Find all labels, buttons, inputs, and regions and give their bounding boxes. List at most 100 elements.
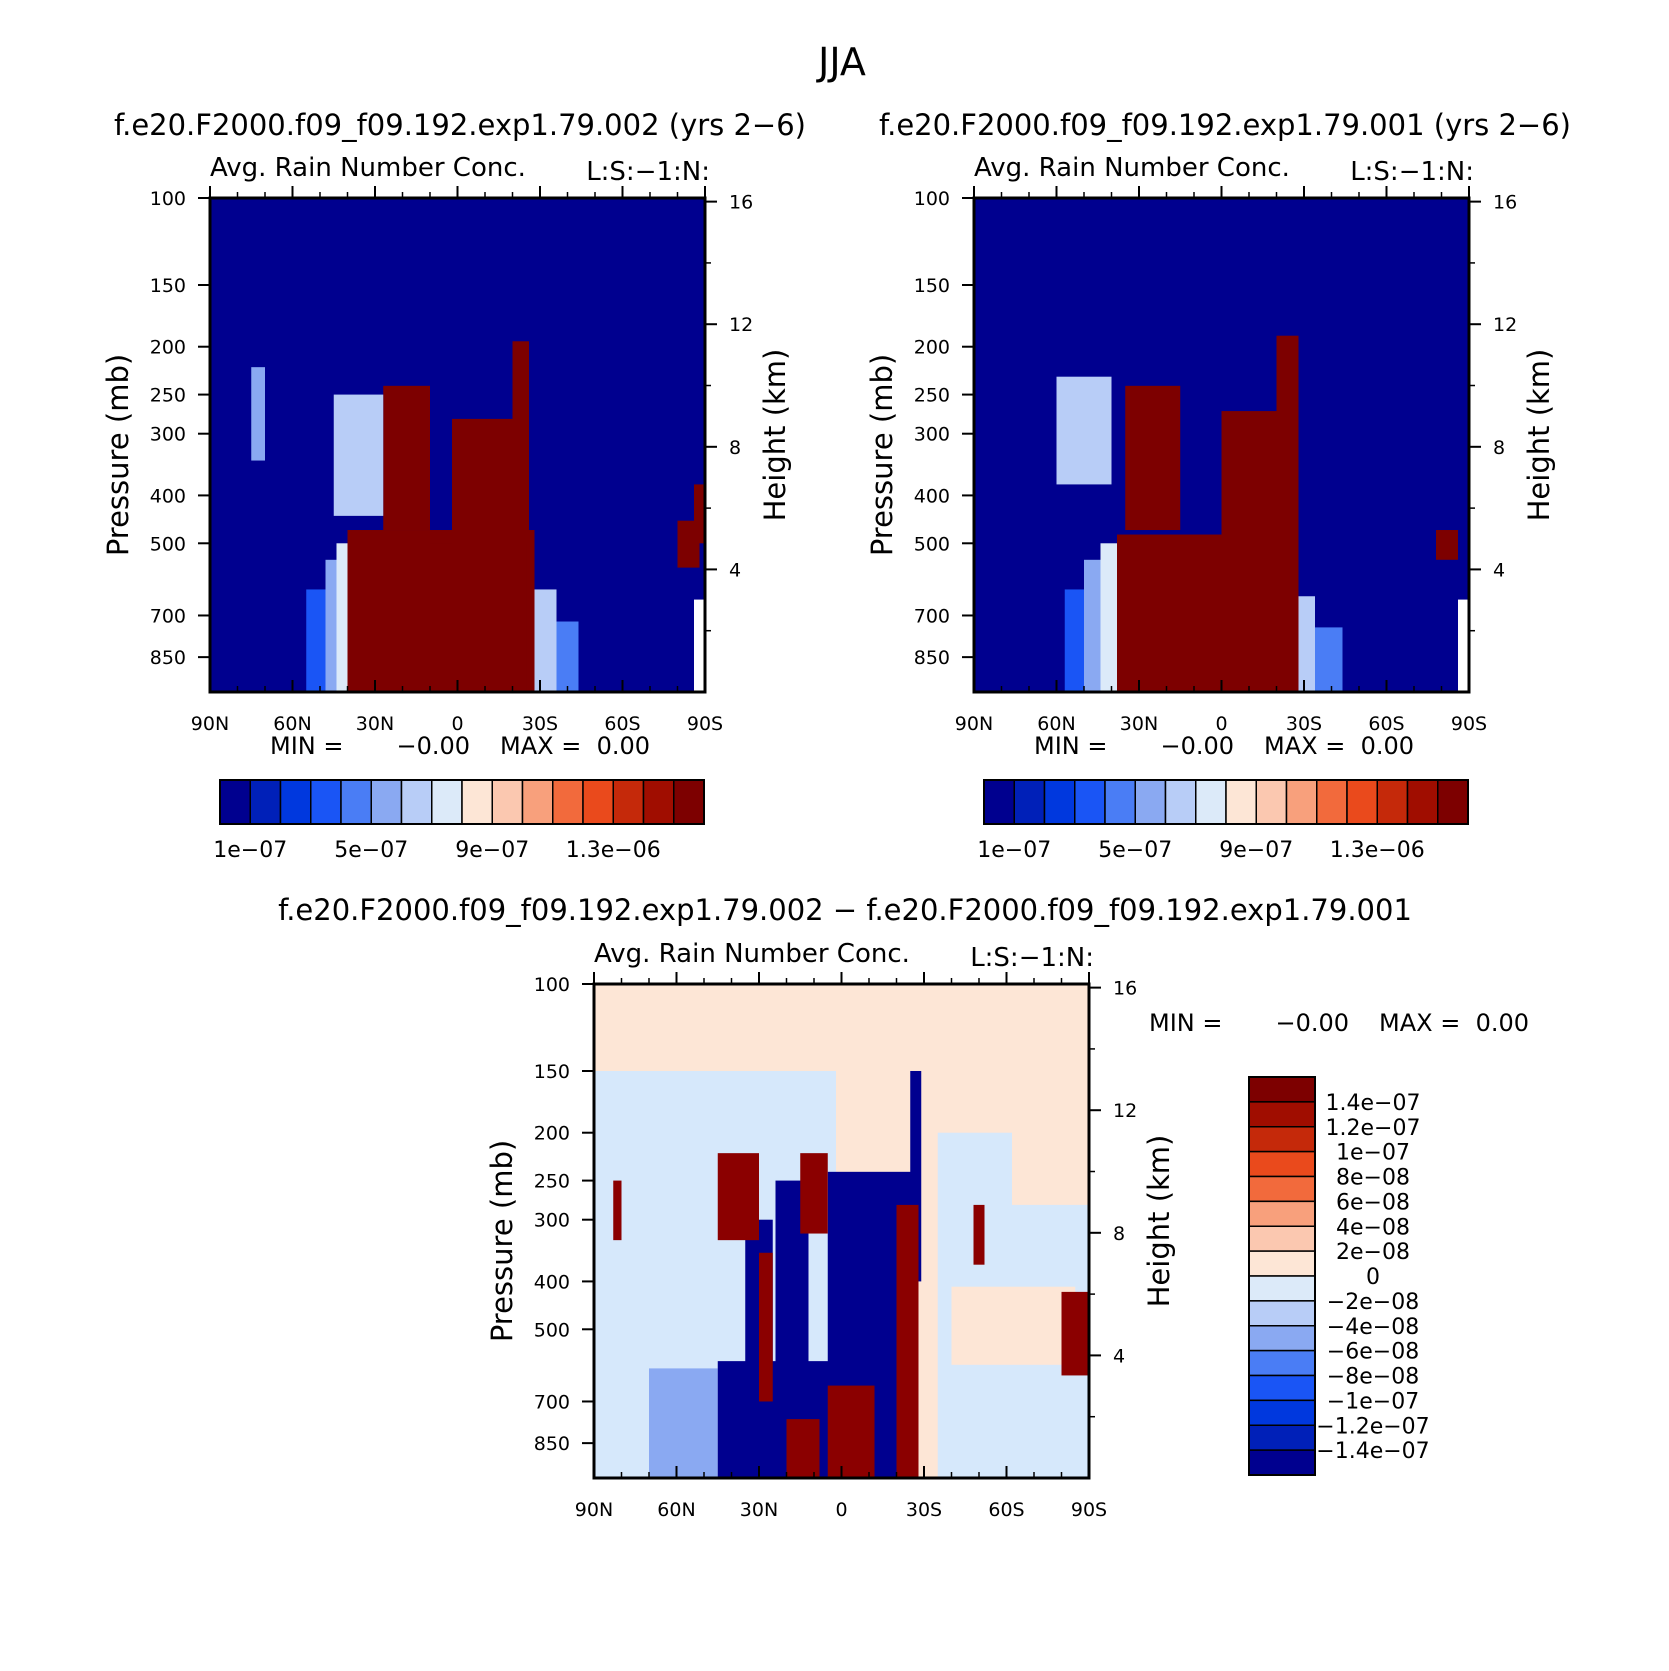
colorbar-box	[673, 779, 705, 825]
field-region	[910, 1070, 922, 1282]
colorbar-box	[582, 779, 614, 825]
x-tick-label: 0	[1215, 713, 1227, 735]
colorbar-label: −1e−07	[1327, 1389, 1419, 1414]
colorbar-box	[1225, 779, 1257, 825]
y2-tick-label: 4	[1113, 1345, 1125, 1367]
min-value: −0.00	[1160, 732, 1234, 760]
field-plume	[1298, 596, 1315, 692]
x-tick-label: 60S	[604, 713, 640, 735]
colorbar-box	[1248, 1325, 1316, 1352]
field-missing	[1458, 599, 1469, 692]
field-plume	[383, 385, 430, 531]
min-label: MIN =	[1149, 1009, 1222, 1037]
panel-1-field	[210, 198, 705, 692]
y2-axis-label: Height (km)	[758, 349, 792, 522]
y2-tick-label: 8	[1493, 437, 1505, 459]
y-tick-label: 200	[150, 337, 186, 359]
y-tick-label: 150	[914, 275, 950, 297]
x-tick-label: 30S	[906, 1499, 942, 1521]
diff-title: f.e20.F2000.f09_f09.192.exp1.79.002 − f.…	[278, 893, 1412, 927]
colorbar-label: 0	[1366, 1265, 1380, 1290]
colorbar-label: 2e−08	[1336, 1240, 1410, 1265]
max-label: MAX =	[500, 732, 581, 760]
colorbar-box	[1285, 779, 1318, 825]
colorbar-label: −2e−08	[1327, 1290, 1419, 1315]
colorbar-box	[1248, 1374, 1316, 1402]
colorbar-box	[1248, 1200, 1316, 1227]
colorbar-box	[249, 779, 282, 825]
colorbar-label: −1.4e−07	[1316, 1439, 1429, 1464]
colorbar-box	[1248, 1076, 1316, 1103]
field-region	[649, 1368, 718, 1478]
colorbar-box	[1248, 1225, 1316, 1252]
x-tick-label: 60N	[657, 1499, 695, 1521]
colorbar-label: −8e−08	[1327, 1365, 1419, 1390]
max-value: 0.00	[1476, 1009, 1529, 1037]
x-tick-label: 60N	[1037, 713, 1075, 735]
y2-tick-label: 12	[1493, 314, 1517, 336]
y-tick-label: 700	[150, 605, 186, 627]
y-tick-label: 400	[534, 1271, 570, 1293]
colorbar-box	[1164, 779, 1197, 825]
y-tick-label: 700	[534, 1391, 570, 1413]
colorbar-box	[1316, 779, 1348, 825]
field-plume	[512, 341, 529, 544]
colorbar-box	[491, 779, 524, 825]
colorbar-box	[1255, 779, 1288, 825]
panel-3-axes: 90N 60N 30N 0 30S 60S 90S 100 150 200 250 300 400 500…	[485, 939, 1529, 1521]
colorbar-box	[310, 779, 342, 825]
y2-tick-label: 16	[1113, 978, 1137, 1000]
field-plume	[694, 484, 705, 544]
colorbar-box	[1248, 1101, 1316, 1128]
y2-axis-label: Height (km)	[1522, 349, 1556, 522]
field-region	[786, 1419, 820, 1478]
colorbar-box	[1248, 1175, 1316, 1203]
field-plume	[1221, 411, 1299, 692]
colorbar-1: 1e−07 5e−07 9e−07 1.3e−06	[213, 779, 705, 863]
colorbar-label: 8e−08	[1336, 1166, 1410, 1191]
field-plume	[333, 394, 384, 516]
x-tick-label: 30S	[1286, 713, 1322, 735]
y-axis-label: Pressure (mb)	[485, 1140, 519, 1342]
colorbar-box	[1248, 1424, 1316, 1451]
panel-title: Avg. Rain Number Conc.	[594, 939, 910, 969]
x-tick-label: 30N	[356, 713, 394, 735]
colorbar-frame	[983, 779, 1469, 825]
x-tick-label: 90N	[575, 1499, 613, 1521]
y2-tick-label: 12	[729, 314, 753, 336]
colorbar-box	[552, 779, 584, 825]
min-label: MIN =	[1034, 732, 1107, 760]
y2-tick-label: 4	[729, 559, 741, 581]
colorbar-box	[400, 779, 433, 825]
colorbar-box	[370, 779, 403, 825]
colorbar-label: 1.2e−07	[1326, 1116, 1421, 1141]
colorbar-frame	[1248, 1076, 1316, 1476]
y-tick-label: 250	[914, 385, 950, 407]
max-value: 0.00	[1361, 732, 1414, 760]
y-tick-label: 400	[150, 485, 186, 507]
x-tick-label: 30N	[1120, 713, 1158, 735]
colorbar-label: 4e−08	[1336, 1215, 1410, 1240]
colorbar-label: 5e−07	[334, 838, 408, 863]
y-tick-label: 250	[150, 385, 186, 407]
panel-title: Avg. Rain Number Conc.	[210, 153, 526, 183]
x-tick-label: 0	[451, 713, 463, 735]
min-label: MIN =	[270, 732, 343, 760]
y2-tick-label: 8	[1113, 1223, 1125, 1245]
y-tick-label: 300	[150, 424, 186, 446]
colorbar-box	[1406, 779, 1439, 825]
y-tick-label: 850	[150, 647, 186, 669]
field-plume	[430, 543, 452, 692]
y-tick-label: 200	[914, 337, 950, 359]
y-tick-label: 100	[150, 188, 186, 210]
colorbar-box	[1248, 1275, 1316, 1302]
field-region	[1061, 1291, 1089, 1376]
colorbar-label: 9e−07	[455, 838, 529, 863]
colorbar-label: 1e−07	[213, 838, 287, 863]
colorbar-box	[1043, 779, 1076, 825]
x-tick-label: 90S	[687, 713, 723, 735]
colorbar-label: 1.3e−06	[566, 838, 661, 863]
x-tick-label: 0	[835, 1499, 847, 1521]
colorbar-label: 1.4e−07	[1326, 1091, 1421, 1116]
